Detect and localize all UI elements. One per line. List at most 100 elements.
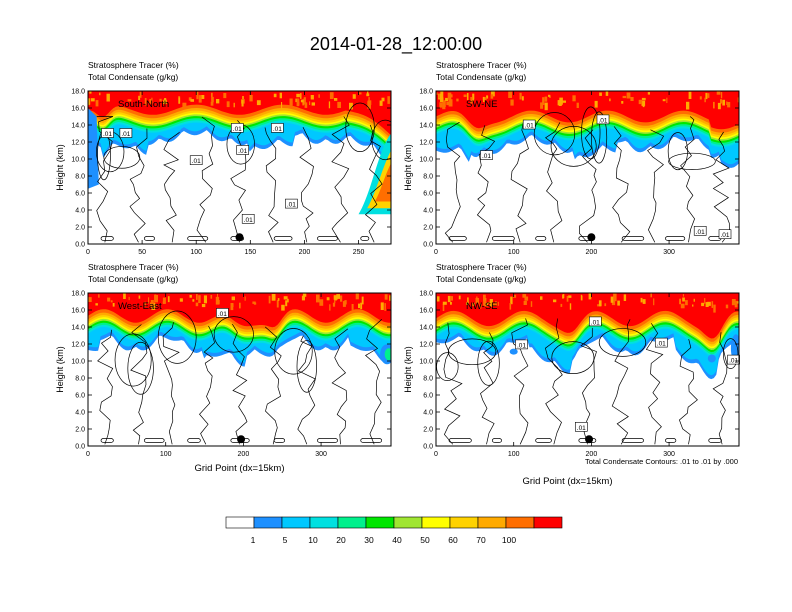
- tracer-speckle: [544, 96, 548, 102]
- tracer-speckle: [355, 293, 359, 300]
- contour-label: .01: [517, 342, 526, 349]
- tracer-speckle: [519, 92, 522, 100]
- footnote: Total Condensate Contours: .01 to .01 by…: [585, 457, 738, 466]
- y-tick-label: 14.0: [71, 123, 85, 130]
- tracer-speckle: [154, 304, 157, 307]
- contour-line: [129, 128, 148, 243]
- tracer-speckle: [367, 91, 369, 96]
- x-tick-label: 200: [299, 249, 311, 256]
- colorbar-swatch: [505, 516, 535, 529]
- y-tick-label: 10.0: [71, 157, 85, 164]
- tracer-speckle: [162, 301, 165, 304]
- tracer-speckle: [662, 99, 666, 102]
- tracer-speckle: [630, 97, 634, 101]
- y-tick-label: 14.0: [419, 325, 433, 332]
- location-marker: [237, 435, 246, 444]
- contour-label: .01: [273, 126, 282, 133]
- tracer-field: [436, 293, 739, 380]
- y-tick-label: 0.0: [75, 444, 85, 451]
- x-tick-label: 150: [244, 249, 256, 256]
- tracer-speckle: [192, 299, 195, 302]
- tracer-speckle: [737, 301, 739, 304]
- tracer-speckle: [310, 95, 314, 100]
- y-tick-label: 4.0: [75, 410, 85, 417]
- tracer-speckle: [289, 98, 293, 106]
- tracer-intrusion: [509, 348, 518, 355]
- contour-line: [665, 236, 686, 241]
- tracer-speckle: [149, 99, 151, 104]
- tracer-speckle: [233, 102, 235, 108]
- colorbar-swatch: [225, 516, 255, 529]
- contour-line: [621, 236, 645, 241]
- tracer-speckle: [605, 91, 609, 96]
- tracer-speckle: [244, 296, 246, 301]
- colorbar-swatch: [365, 516, 395, 529]
- panel-title: South-North: [118, 99, 169, 110]
- tracer-speckle: [88, 98, 91, 105]
- contour-label-box: [119, 128, 133, 138]
- x-tick-label: 100: [508, 249, 520, 256]
- contour-line: [143, 236, 155, 241]
- tracer-speckle: [379, 100, 383, 106]
- contour-line: [273, 438, 286, 443]
- tracer-speckle: [211, 96, 214, 103]
- tracer-speckle: [368, 100, 372, 105]
- tracer-speckle: [568, 295, 572, 298]
- tracer-speckle: [344, 300, 347, 305]
- colorbar-label: 40: [392, 535, 402, 545]
- tracer-speckle: [285, 300, 288, 307]
- contour-line: [678, 339, 698, 445]
- tracer-speckle: [95, 100, 99, 107]
- tracer-speckle: [467, 297, 469, 304]
- contour-label-box: [515, 339, 528, 350]
- tracer-speckle: [650, 293, 652, 298]
- y-tick-label: 16.0: [71, 106, 85, 113]
- panel-header-condensate: Total Condensate (g/kg): [88, 274, 178, 284]
- tracer-speckle: [277, 298, 280, 301]
- tracer-speckle: [682, 294, 684, 297]
- colorbar-label: 100: [502, 535, 516, 545]
- contour-line: [581, 106, 601, 160]
- colorbar-swatch: [393, 516, 423, 529]
- tracer-speckle: [302, 99, 304, 106]
- y-tick-label: 2.0: [423, 427, 433, 434]
- contour-label-box: [231, 123, 244, 133]
- tracer-speckle: [508, 91, 512, 98]
- tracer-speckle: [445, 97, 449, 102]
- tracer-speckle: [653, 298, 655, 306]
- tracer-speckle: [510, 99, 514, 106]
- tracer-speckle: [106, 93, 110, 102]
- tracer-speckle: [112, 303, 115, 307]
- y-tick-label: 4.0: [75, 208, 85, 215]
- contour-line: [447, 338, 497, 366]
- tracer-speckle: [562, 294, 564, 299]
- tracer-speckle: [470, 97, 473, 104]
- tracer-speckle: [448, 99, 453, 107]
- contour-line: [436, 352, 459, 382]
- contour-line: [722, 338, 739, 369]
- contour-line: [665, 438, 677, 443]
- tracer-speckle: [549, 95, 551, 98]
- tracer-speckle: [438, 93, 440, 99]
- tracer-speckle: [90, 98, 95, 102]
- contour-label: .01: [233, 126, 242, 133]
- tracer-field: [88, 293, 391, 367]
- tracer-speckle: [513, 294, 517, 298]
- tracer-speckle: [138, 95, 141, 100]
- plot-frame: [87, 90, 392, 245]
- plot-frame: [435, 292, 740, 447]
- tracer-speckle: [139, 91, 142, 98]
- tracer-speckle: [666, 97, 668, 103]
- y-axis-label: Height (km): [55, 346, 65, 393]
- contour-label-box: [727, 354, 740, 365]
- y-tick-label: 0.0: [423, 242, 433, 249]
- tracer-speckle: [720, 92, 723, 99]
- tracer-speckle: [483, 294, 486, 302]
- contour-line: [448, 236, 467, 241]
- tracer-speckle: [436, 92, 438, 95]
- tracer-speckle: [148, 297, 150, 304]
- y-axis-label: Height (km): [403, 144, 413, 191]
- y-tick-label: 14.0: [71, 325, 85, 332]
- tracer-speckle: [358, 303, 360, 309]
- y-tick-label: 10.0: [419, 157, 433, 164]
